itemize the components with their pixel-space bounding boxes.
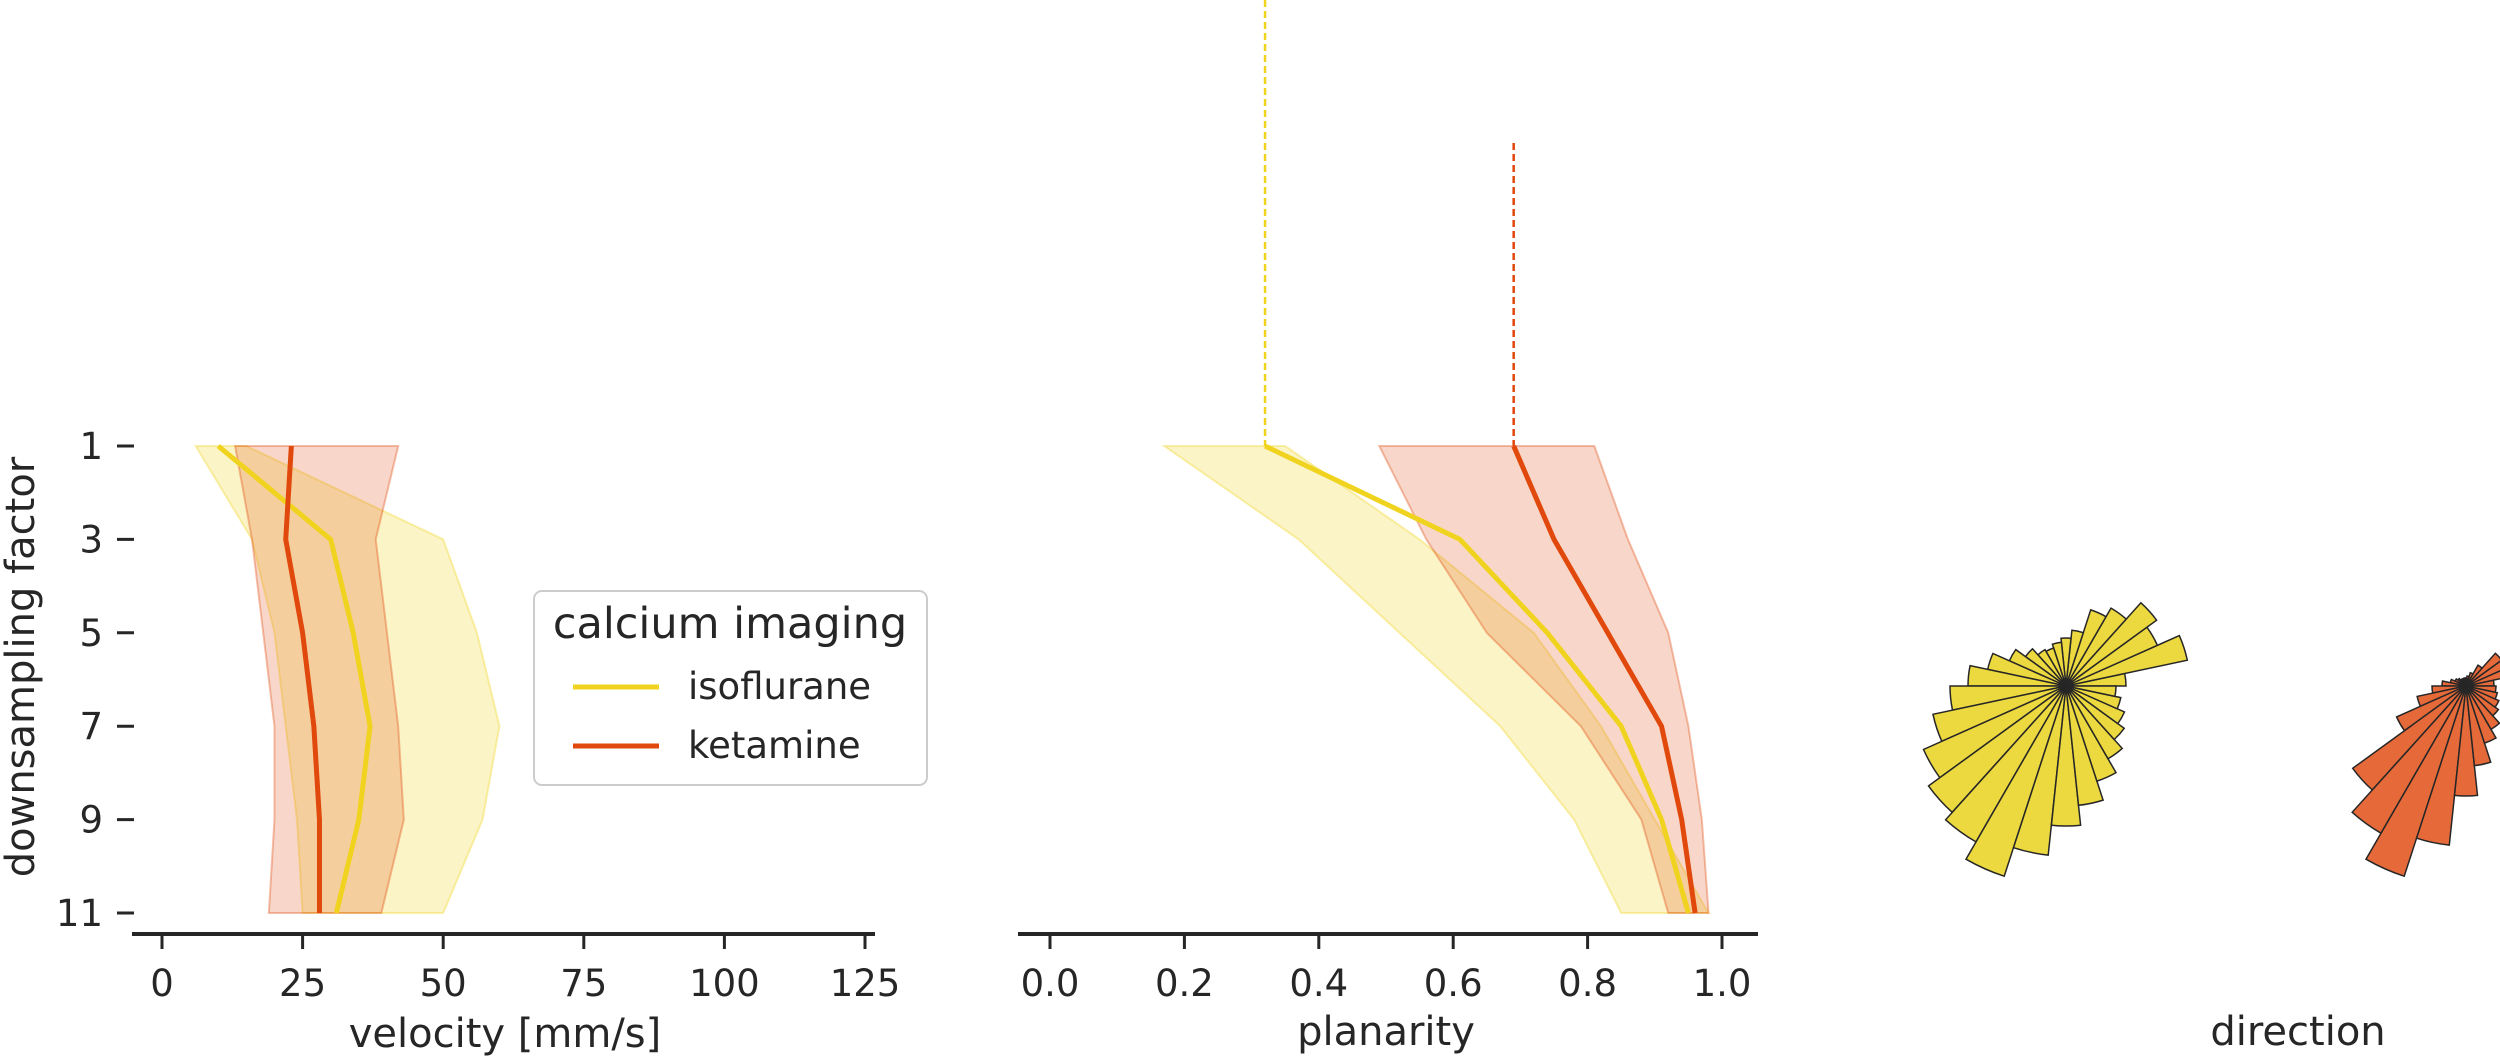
rose-wedge-isoflurane [2012, 685, 2067, 856]
direction-panel [1922, 601, 2500, 878]
velocity-panel: 0 25 50 75 100 125 1 3 5 7 9 11 [56, 425, 900, 1005]
planarity-band-ketamine [1377, 445, 1710, 914]
rose-wedge-isoflurane [2065, 685, 2118, 783]
velocity-x-tick-label: 100 [689, 962, 760, 1005]
legend-frame [533, 590, 928, 786]
direction-axis-label: direction [2210, 1009, 2385, 1055]
y-tick-label: 9 [79, 799, 103, 842]
y-tick-label: 3 [79, 518, 103, 561]
planarity-x-tick-label: 0.4 [1289, 962, 1348, 1005]
velocity-x-tick-label: 0 [150, 962, 174, 1005]
legend-label-ketamine: ketamine [688, 724, 861, 767]
rose-wedge-ketamine [2364, 685, 2467, 878]
planarity-x-tick-label: 0.2 [1155, 962, 1214, 1005]
velocity-x-tick-label: 75 [560, 962, 607, 1005]
legend: calcium imaging isoflurane ketamine [533, 590, 928, 786]
y-tick-label: 11 [56, 892, 103, 935]
y-tick-label: 1 [79, 425, 103, 468]
rose-wedge-isoflurane [2065, 607, 2128, 687]
legend-label-isoflurane: isoflurane [688, 665, 871, 708]
rose-wedge-isoflurane [1964, 685, 2067, 878]
velocity-line-ketamine [283, 445, 322, 913]
planarity-line-ketamine [1511, 445, 1698, 914]
rose-wedge-isoflurane [2065, 685, 2126, 741]
rose-wedge-ketamine [2465, 685, 2500, 709]
velocity-axis-label: velocity [mm/s] [349, 1011, 662, 1057]
legend-title: calcium imaging [553, 599, 907, 649]
rose-wedge-ketamine [2465, 685, 2500, 731]
planarity-x-tick-label: 0.8 [1558, 962, 1617, 1005]
planarity-panel: 0.0 0.2 0.4 0.6 0.8 1.0 [1018, 0, 1758, 1005]
rose-wedge-isoflurane [2065, 634, 2189, 687]
velocity-x-tick-label: 125 [830, 962, 901, 1005]
planarity-x-tick-label: 0.6 [1424, 962, 1483, 1005]
rose-wedge-ketamine [2465, 685, 2499, 700]
rose-wedge-ketamine [2453, 685, 2479, 797]
rose-wedge-isoflurane [2065, 685, 2124, 760]
rose-wedge-isoflurane [2065, 629, 2085, 687]
velocity-line-isoflurane [216, 444, 373, 914]
rose-wedge-isoflurane [2060, 637, 2072, 687]
rose-wedge-isoflurane [2065, 601, 2158, 687]
velocity-x-tick-label: 25 [279, 962, 326, 1005]
planarity-x-tick-label: 0.0 [1021, 962, 1080, 1005]
rose-wedge-ketamine [2465, 685, 2497, 694]
velocity-band-isoflurane [193, 445, 501, 914]
rose-wedge-isoflurane [2065, 685, 2122, 710]
rose-wedge-ketamine [2415, 685, 2467, 846]
y-tick-label: 7 [79, 705, 103, 748]
velocity-x-tick-label: 50 [420, 962, 467, 1005]
planarity-band-isoflurane [1161, 445, 1711, 914]
rose-wedge-isoflurane [2065, 685, 2126, 725]
y-tick-label: 5 [79, 612, 103, 655]
planarity-line-isoflurane [1263, 443, 1691, 914]
planarity-x-tick-label: 1.0 [1693, 962, 1752, 1005]
rose-wedge-ketamine [2465, 664, 2484, 687]
rose-wedge-ketamine [2465, 652, 2500, 687]
rose-wedge-isoflurane [2065, 608, 2108, 687]
rose-wedge-ketamine [2465, 685, 2500, 717]
y-axis-label: downsampling factor [0, 456, 44, 877]
rose-wedge-isoflurane [2050, 685, 2082, 827]
rose-wedge-isoflurane [2065, 685, 2117, 698]
planarity-axis-label: planarity [1297, 1009, 1475, 1055]
